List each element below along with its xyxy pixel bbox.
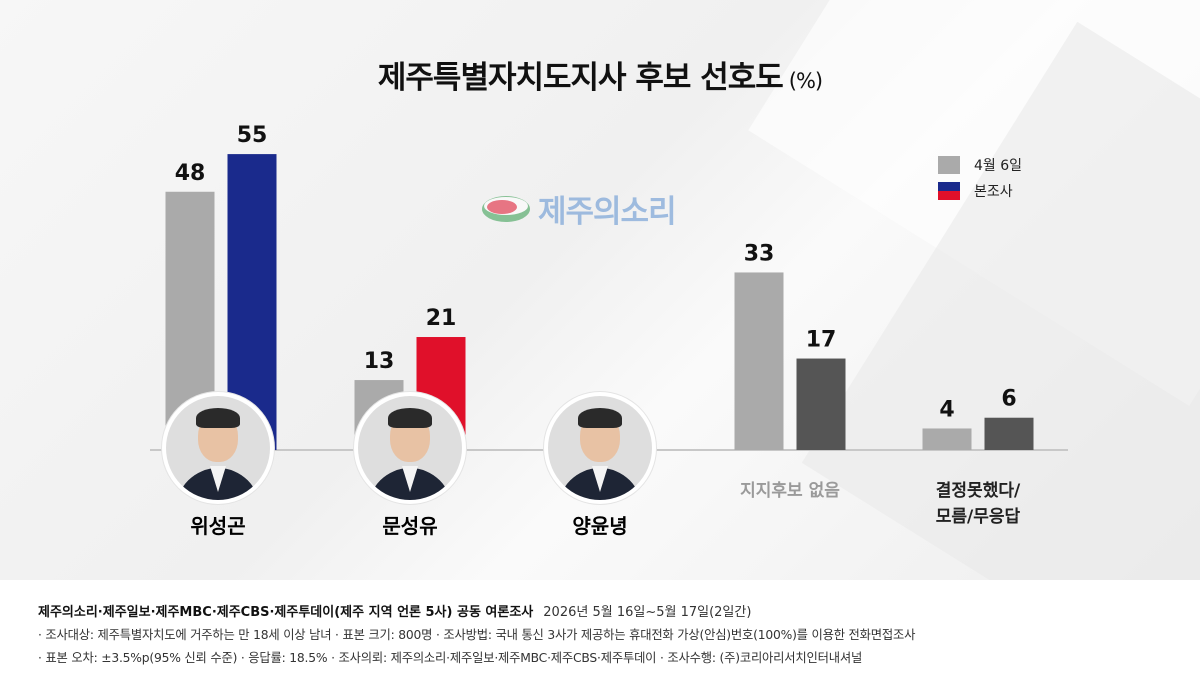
category-label-undecided-line2: 모름/무응답 — [935, 507, 1021, 527]
legend-item-cur: 본조사 — [938, 178, 1022, 204]
candidate-photo-moon — [354, 392, 466, 504]
bar-cur-3 — [796, 358, 846, 450]
legend-item-prev: 4월 6일 — [938, 152, 1022, 178]
bar-prev-1-label: 13 — [364, 349, 395, 374]
footer-sponsor: 제주의소리·제주일보·제주MBC·제주CBS·제주투데이(제주 지역 언론 5사… — [38, 605, 534, 620]
candidate-name-yang: 양윤녕 — [572, 514, 628, 538]
legend-label-cur: 본조사 — [974, 184, 1013, 200]
legend-swatch-prev — [938, 156, 960, 174]
watermark-logo-icon — [480, 189, 532, 229]
bar-cur-0-label: 55 — [237, 123, 268, 148]
chart-title: 제주특별자치도지사 후보 선호도 (%) — [0, 52, 1200, 97]
bar-prev-4 — [922, 428, 972, 450]
bar-cur-1-label: 21 — [426, 306, 457, 331]
bar-cur-4 — [984, 417, 1034, 450]
bar-cur-3-label: 17 — [806, 328, 837, 353]
category-label-undecided-line1: 결정못했다/ — [935, 481, 1021, 501]
bar-cur-4-label: 6 — [1001, 387, 1016, 412]
chart-title-unit: (%) — [788, 69, 823, 93]
watermark: 제주의소리 — [480, 186, 677, 231]
legend-label-prev: 4월 6일 — [974, 158, 1023, 174]
bar-prev-3-label: 33 — [744, 241, 775, 266]
candidate-name-moon: 문성유 — [382, 514, 438, 538]
footer-sponsor-line: 제주의소리·제주일보·제주MBC·제주CBS·제주투데이(제주 지역 언론 5사… — [38, 601, 751, 620]
footer-date: 2026년 5월 16일~5월 17일(2일간) — [543, 605, 752, 620]
bar-prev-0-label: 48 — [175, 161, 206, 186]
chart-title-text: 제주특별자치도지사 후보 선호도 — [377, 60, 784, 96]
legend-swatch-cur — [938, 182, 960, 200]
footer-error-line: · 표본 오차: ±3.5%p(95% 신뢰 수준) · 응답률: 18.5% … — [38, 651, 863, 665]
candidate-photo-yang — [544, 392, 656, 504]
candidate-name-wi: 위성곤 — [190, 514, 246, 538]
survey-footer: 제주의소리·제주일보·제주MBC·제주CBS·제주투데이(제주 지역 언론 5사… — [0, 580, 1200, 700]
bar-prev-3 — [734, 272, 784, 450]
category-label-no-support: 지지후보 없음 — [740, 481, 840, 501]
legend: 4월 6일 본조사 — [938, 152, 1022, 204]
watermark-text: 제주의소리 — [538, 194, 677, 230]
bar-prev-4-label: 4 — [939, 397, 954, 422]
category-label-undecided: 결정못했다/ 모름/무응답 — [878, 478, 1078, 530]
footer-method-line: · 조사대상: 제주특별자치도에 거주하는 만 18세 이상 남녀 · 표본 크… — [38, 628, 916, 642]
candidate-photo-wi — [162, 392, 274, 504]
